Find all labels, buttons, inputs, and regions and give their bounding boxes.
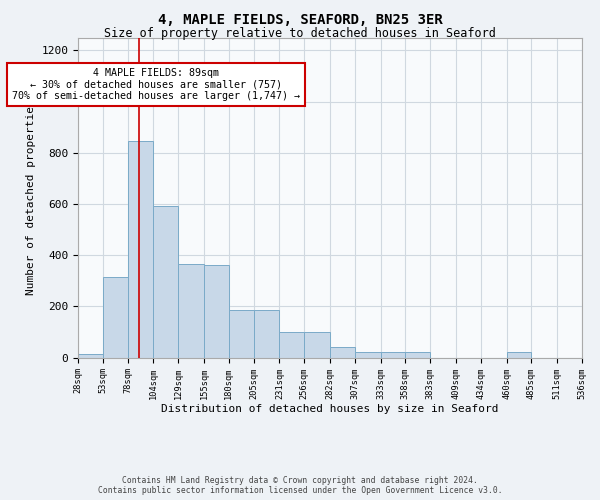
Text: 4 MAPLE FIELDS: 89sqm
← 30% of detached houses are smaller (757)
70% of semi-det: 4 MAPLE FIELDS: 89sqm ← 30% of detached … [12,68,300,101]
X-axis label: Distribution of detached houses by size in Seaford: Distribution of detached houses by size … [161,404,499,414]
Bar [103,277,128,357]
Text: Contains HM Land Registry data © Crown copyright and database right 2024.
Contai: Contains HM Land Registry data © Crown c… [98,476,502,495]
Bar [204,266,229,358]
Bar [178,264,204,358]
Bar [506,352,532,358]
Y-axis label: Number of detached properties: Number of detached properties [26,100,36,296]
Bar [229,310,254,358]
Bar [280,332,304,357]
Bar [78,354,103,358]
Bar [128,141,154,358]
Bar [154,206,178,358]
Bar [304,332,330,357]
Text: Size of property relative to detached houses in Seaford: Size of property relative to detached ho… [104,28,496,40]
Bar [406,352,430,358]
Bar [330,348,355,358]
Bar [254,310,280,358]
Text: 4, MAPLE FIELDS, SEAFORD, BN25 3ER: 4, MAPLE FIELDS, SEAFORD, BN25 3ER [158,12,442,26]
Bar [355,352,380,358]
Bar [380,352,406,358]
